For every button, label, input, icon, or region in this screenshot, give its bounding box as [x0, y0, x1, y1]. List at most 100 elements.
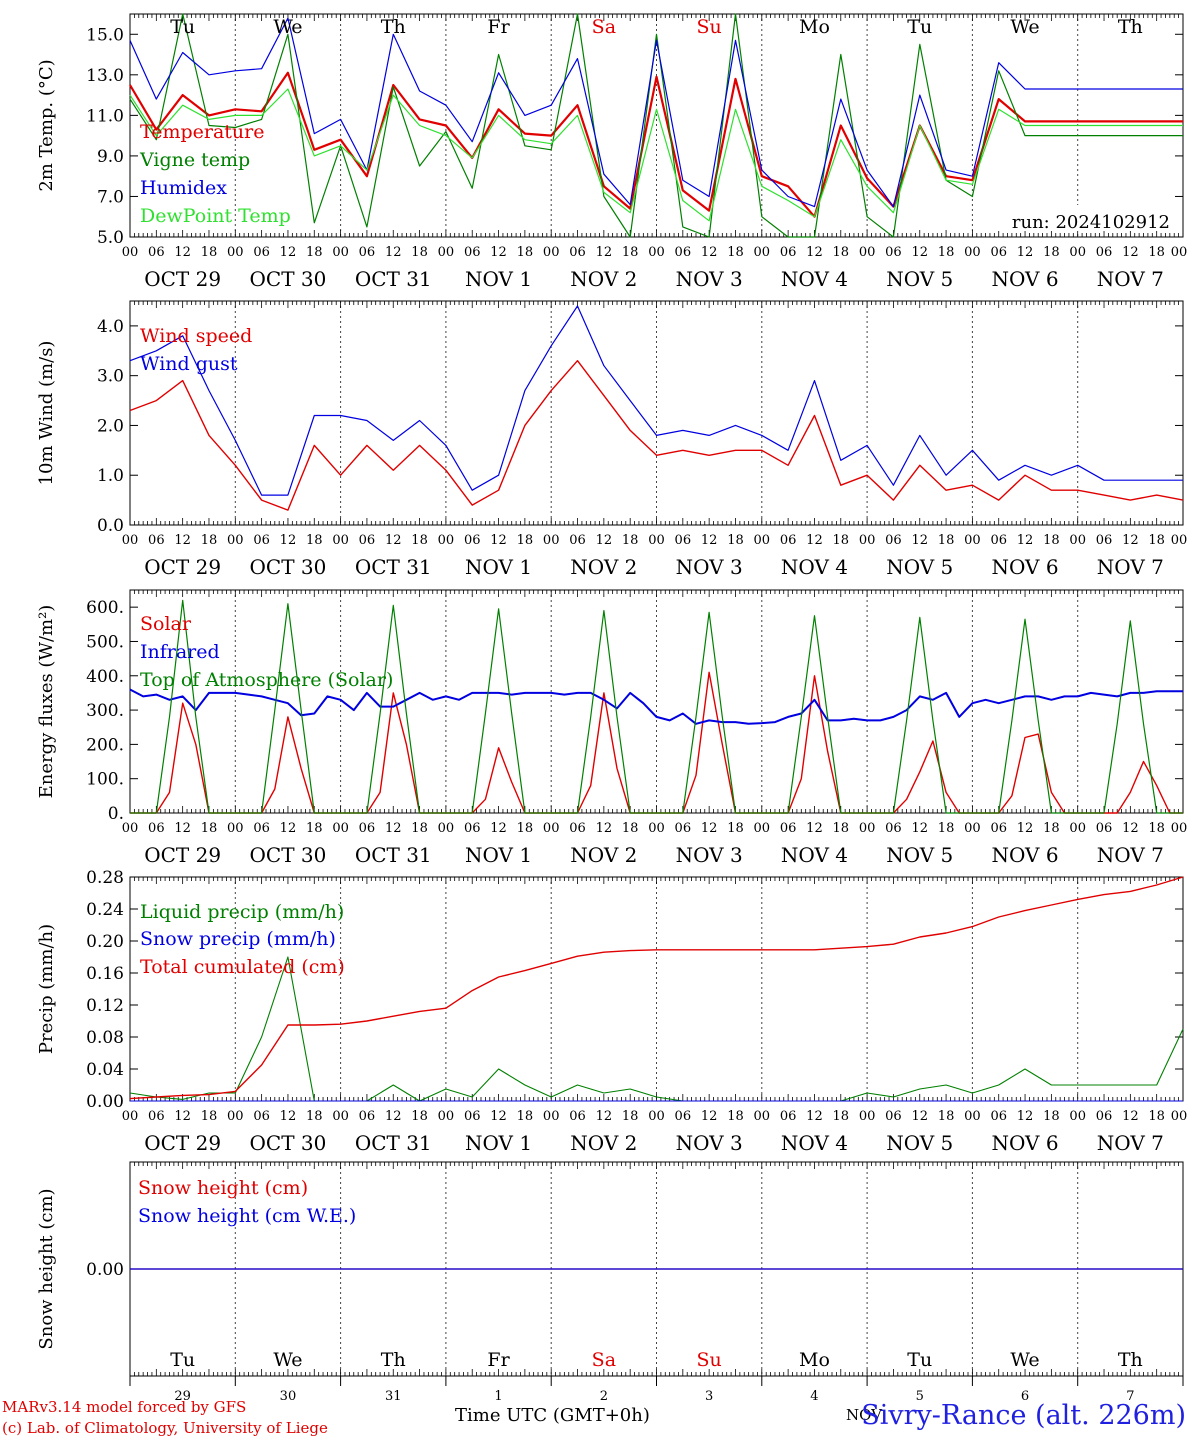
- hour-label: 18: [201, 245, 218, 260]
- hour-label: 18: [411, 533, 428, 548]
- day-number: 2: [600, 1389, 608, 1404]
- hour-label: 12: [806, 821, 823, 836]
- date-label: NOV 7: [1097, 1131, 1164, 1155]
- hour-label: 00: [754, 245, 771, 260]
- hour-label: 12: [911, 821, 928, 836]
- y-tick-label: 0.00: [86, 1092, 124, 1112]
- hour-label: 12: [701, 1109, 718, 1124]
- day-number: 7: [1126, 1389, 1134, 1404]
- hour-label: 12: [490, 1109, 507, 1124]
- y-tick-label: 0.04: [86, 1060, 124, 1080]
- hour-label: 18: [727, 1109, 744, 1124]
- hour-label: 00: [122, 821, 139, 836]
- y-axis-title: Energy fluxes (W/m²): [36, 605, 57, 799]
- date-label: NOV 7: [1097, 267, 1164, 291]
- hour-label: 06: [675, 1109, 692, 1124]
- hour-label: 06: [1096, 533, 1113, 548]
- hour-label: 00: [1069, 533, 1086, 548]
- day-number: 31: [385, 1389, 402, 1404]
- weekday-label-bottom: Su: [697, 1349, 722, 1371]
- hour-label: 06: [885, 245, 902, 260]
- hour-label: 12: [490, 533, 507, 548]
- hour-label: 06: [885, 1109, 902, 1124]
- y-tick-label: 0.12: [86, 996, 124, 1016]
- weekday-label-bottom: Sa: [592, 1349, 616, 1371]
- hour-label: 00: [964, 1109, 981, 1124]
- date-label: OCT 30: [250, 267, 327, 291]
- hour-label: 06: [359, 1109, 376, 1124]
- hour-label: 06: [253, 1109, 270, 1124]
- hour-label: 12: [701, 533, 718, 548]
- weekday-label-bottom: We: [1010, 1349, 1039, 1371]
- hour-label: 18: [201, 821, 218, 836]
- hour-label-end: 00: [1171, 821, 1188, 836]
- hour-label: 12: [701, 245, 718, 260]
- hour-label: 12: [490, 245, 507, 260]
- hour-label: 06: [253, 533, 270, 548]
- weekday-label-bottom: Fr: [487, 1349, 510, 1371]
- hour-label: 00: [648, 245, 665, 260]
- hour-label: 12: [806, 245, 823, 260]
- legend-temp-2: Humidex: [140, 177, 227, 199]
- date-label: NOV 6: [992, 555, 1059, 579]
- legend-energy-2: Top of Atmosphere (Solar): [140, 669, 393, 691]
- y-tick-label: 200.: [86, 735, 124, 755]
- hour-label: 00: [543, 1109, 560, 1124]
- hour-label: 12: [596, 821, 613, 836]
- legend-snow-0: Snow height (cm): [138, 1177, 308, 1199]
- y-tick-label: 600.: [86, 598, 124, 618]
- hour-label: 00: [543, 533, 560, 548]
- y-tick-label: 500.: [86, 632, 124, 652]
- date-label: NOV 3: [676, 267, 743, 291]
- y-axis-title: Snow height (cm): [36, 1188, 57, 1349]
- hour-label: 00: [964, 821, 981, 836]
- hour-label: 18: [517, 533, 534, 548]
- hour-label: 06: [990, 1109, 1007, 1124]
- hour-label: 00: [122, 1109, 139, 1124]
- hour-label: 12: [280, 1109, 297, 1124]
- legend-precip-2: Total cumulated (cm): [140, 956, 345, 978]
- hour-label: 18: [517, 245, 534, 260]
- hour-label: 00: [227, 245, 244, 260]
- legend-wind-0: Wind speed: [140, 325, 252, 347]
- y-tick-label: 0.00: [86, 1260, 124, 1280]
- date-label: NOV 5: [886, 843, 953, 867]
- date-label: NOV 3: [676, 555, 743, 579]
- legend-precip-1: Snow precip (mm/h): [140, 928, 336, 950]
- annotation-bg: [985, 205, 1175, 231]
- hour-label: 00: [332, 533, 349, 548]
- hour-label: 06: [569, 245, 586, 260]
- y-tick-label: 11.0: [86, 106, 124, 126]
- hour-label: 18: [622, 533, 639, 548]
- hour-label: 06: [780, 245, 797, 260]
- hour-label: 06: [464, 245, 481, 260]
- date-label: OCT 29: [144, 555, 221, 579]
- hour-label: 00: [122, 533, 139, 548]
- day-number: 5: [916, 1389, 924, 1404]
- panel-precip: [129, 876, 1184, 1102]
- hour-label: 18: [411, 1109, 428, 1124]
- hour-label: 18: [833, 1109, 850, 1124]
- y-tick-label: 0.24: [86, 900, 124, 920]
- hour-label: 06: [148, 533, 165, 548]
- hour-label: 18: [727, 245, 744, 260]
- panel-wind: [129, 300, 1184, 526]
- date-label: NOV 4: [781, 555, 848, 579]
- hour-label: 00: [859, 245, 876, 260]
- hour-label: 18: [1148, 245, 1165, 260]
- hour-label: 18: [727, 533, 744, 548]
- hour-label: 12: [280, 245, 297, 260]
- series-precip-0: [129, 956, 1184, 1102]
- hour-label: 18: [411, 821, 428, 836]
- series-temp-1: [129, 13, 1183, 238]
- day-number: 3: [705, 1389, 713, 1404]
- weekday-label-bottom: Tu: [170, 1349, 195, 1371]
- day-number: 30: [280, 1389, 297, 1404]
- hour-label: 12: [596, 1109, 613, 1124]
- hour-label: 18: [306, 1109, 323, 1124]
- hour-label: 18: [306, 245, 323, 260]
- hour-label: 00: [859, 821, 876, 836]
- hour-label: 00: [543, 245, 560, 260]
- date-label: NOV 1: [465, 267, 532, 291]
- hour-label-end: 00: [1171, 245, 1188, 260]
